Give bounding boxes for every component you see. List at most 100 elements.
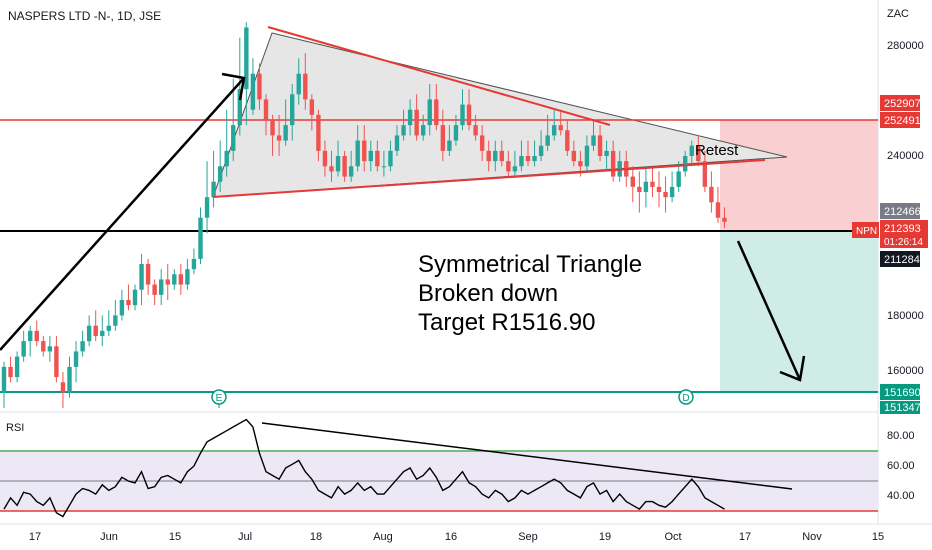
candle-body [709, 186, 714, 203]
price-tick-180000: 180000 [887, 310, 924, 322]
candle-body [1, 366, 7, 393]
time-tick: 18 [310, 531, 322, 543]
candle-body [145, 264, 151, 285]
candle-body [565, 130, 570, 151]
candle-body [237, 89, 242, 126]
svg-text:212393: 212393 [884, 223, 921, 235]
dividend-marker[interactable]: D [678, 389, 694, 405]
symbol-tag: NPN [852, 222, 879, 238]
price-tick-160000: 160000 [887, 365, 924, 377]
currency-label: ZAC [887, 8, 909, 20]
time-tick: Aug [373, 531, 393, 543]
rsi-tick-60: 60.00 [887, 460, 915, 472]
dividend-marker-label: D [682, 393, 689, 404]
candle-body [558, 125, 563, 131]
time-tick: Sep [518, 531, 538, 543]
lower-trendline [212, 159, 766, 198]
rsi-line [3, 418, 725, 518]
rsi-trendline [261, 422, 793, 490]
time-tick: Jul [238, 531, 252, 543]
candle-body [47, 346, 53, 352]
candle-body [198, 217, 203, 259]
candle-body [60, 382, 66, 393]
candle-body [296, 73, 301, 95]
candle-body [204, 197, 210, 218]
annotation-line-3: Target R1516.90 [418, 309, 595, 336]
retest-label: Retest [695, 142, 739, 159]
candle-body [486, 150, 491, 162]
candle-body [453, 125, 459, 141]
chart-title: NASPERS LTD -N-, 1D, JSE [8, 9, 161, 23]
time-tick: Oct [664, 531, 681, 543]
candle-body [466, 104, 472, 126]
time-tick: 16 [445, 531, 457, 543]
candle-body [263, 99, 269, 120]
rsi-tick-80: 80.00 [887, 430, 915, 442]
candle-body [80, 341, 85, 352]
candle-body [440, 125, 446, 151]
candle-body [159, 279, 164, 295]
candle-body [329, 166, 334, 172]
candle-body [381, 166, 387, 168]
candle-body [355, 140, 360, 167]
rsi-tick-40: 40.00 [887, 490, 915, 502]
svg-text:151347: 151347 [884, 402, 921, 414]
candle-body [427, 99, 432, 126]
candle-body [224, 150, 229, 167]
price-tick-280000: 280000 [887, 40, 924, 52]
candle-body [689, 145, 694, 156]
candle-body [407, 109, 413, 126]
earnings-marker-label: E [216, 393, 223, 404]
candle-body [643, 181, 649, 192]
bar-countdown: 01:26:14 [884, 237, 923, 248]
candle-body [414, 109, 419, 136]
candle-body [73, 351, 79, 367]
candle-body [388, 150, 393, 167]
time-tick: 19 [599, 531, 611, 543]
candle-body [86, 325, 92, 342]
time-tick: Nov [802, 531, 822, 543]
candle-body [276, 135, 282, 141]
candle-body [702, 161, 708, 187]
candle-body [394, 135, 400, 151]
candle-body [342, 156, 347, 177]
candle-body [132, 289, 138, 306]
candle-body [113, 315, 118, 326]
candle-body [322, 150, 328, 167]
candle-body [165, 279, 170, 285]
price-tag-212466: 212466 [880, 203, 921, 219]
svg-text:151690: 151690 [884, 387, 921, 399]
candle-body [8, 366, 13, 378]
price-tag-151347: 151347 [880, 401, 921, 414]
candle-body [309, 99, 315, 115]
candle-body [650, 181, 655, 187]
candle-body [525, 156, 531, 162]
candle-body [460, 104, 465, 126]
candle-body [519, 156, 524, 167]
candle-body [100, 330, 105, 336]
candle-body [211, 181, 216, 198]
candle-body [499, 150, 504, 162]
candle-body [604, 150, 609, 156]
candle-body [34, 330, 39, 342]
candle-body [447, 140, 452, 151]
candle-body [473, 125, 478, 136]
candle-body [591, 135, 596, 146]
candle-body [21, 341, 26, 357]
rsi-pane-label: RSI [6, 422, 24, 434]
svg-text:212466: 212466 [884, 206, 921, 218]
candle-body [250, 73, 256, 110]
candle-body [552, 125, 557, 136]
candle-body [172, 274, 177, 285]
candle-body [532, 156, 537, 162]
candle-body [506, 161, 511, 172]
candle-body [584, 145, 590, 167]
time-tick: 17 [29, 531, 41, 543]
time-axis: 17 Jun 15 Jul 18 Aug 16 Sep 19 Oct 17 No… [29, 531, 884, 543]
candle-body [696, 145, 701, 162]
earnings-marker[interactable]: E [211, 389, 227, 408]
candle-body [479, 135, 485, 151]
svg-text:252907: 252907 [884, 98, 921, 110]
upper-trendline [267, 26, 611, 126]
